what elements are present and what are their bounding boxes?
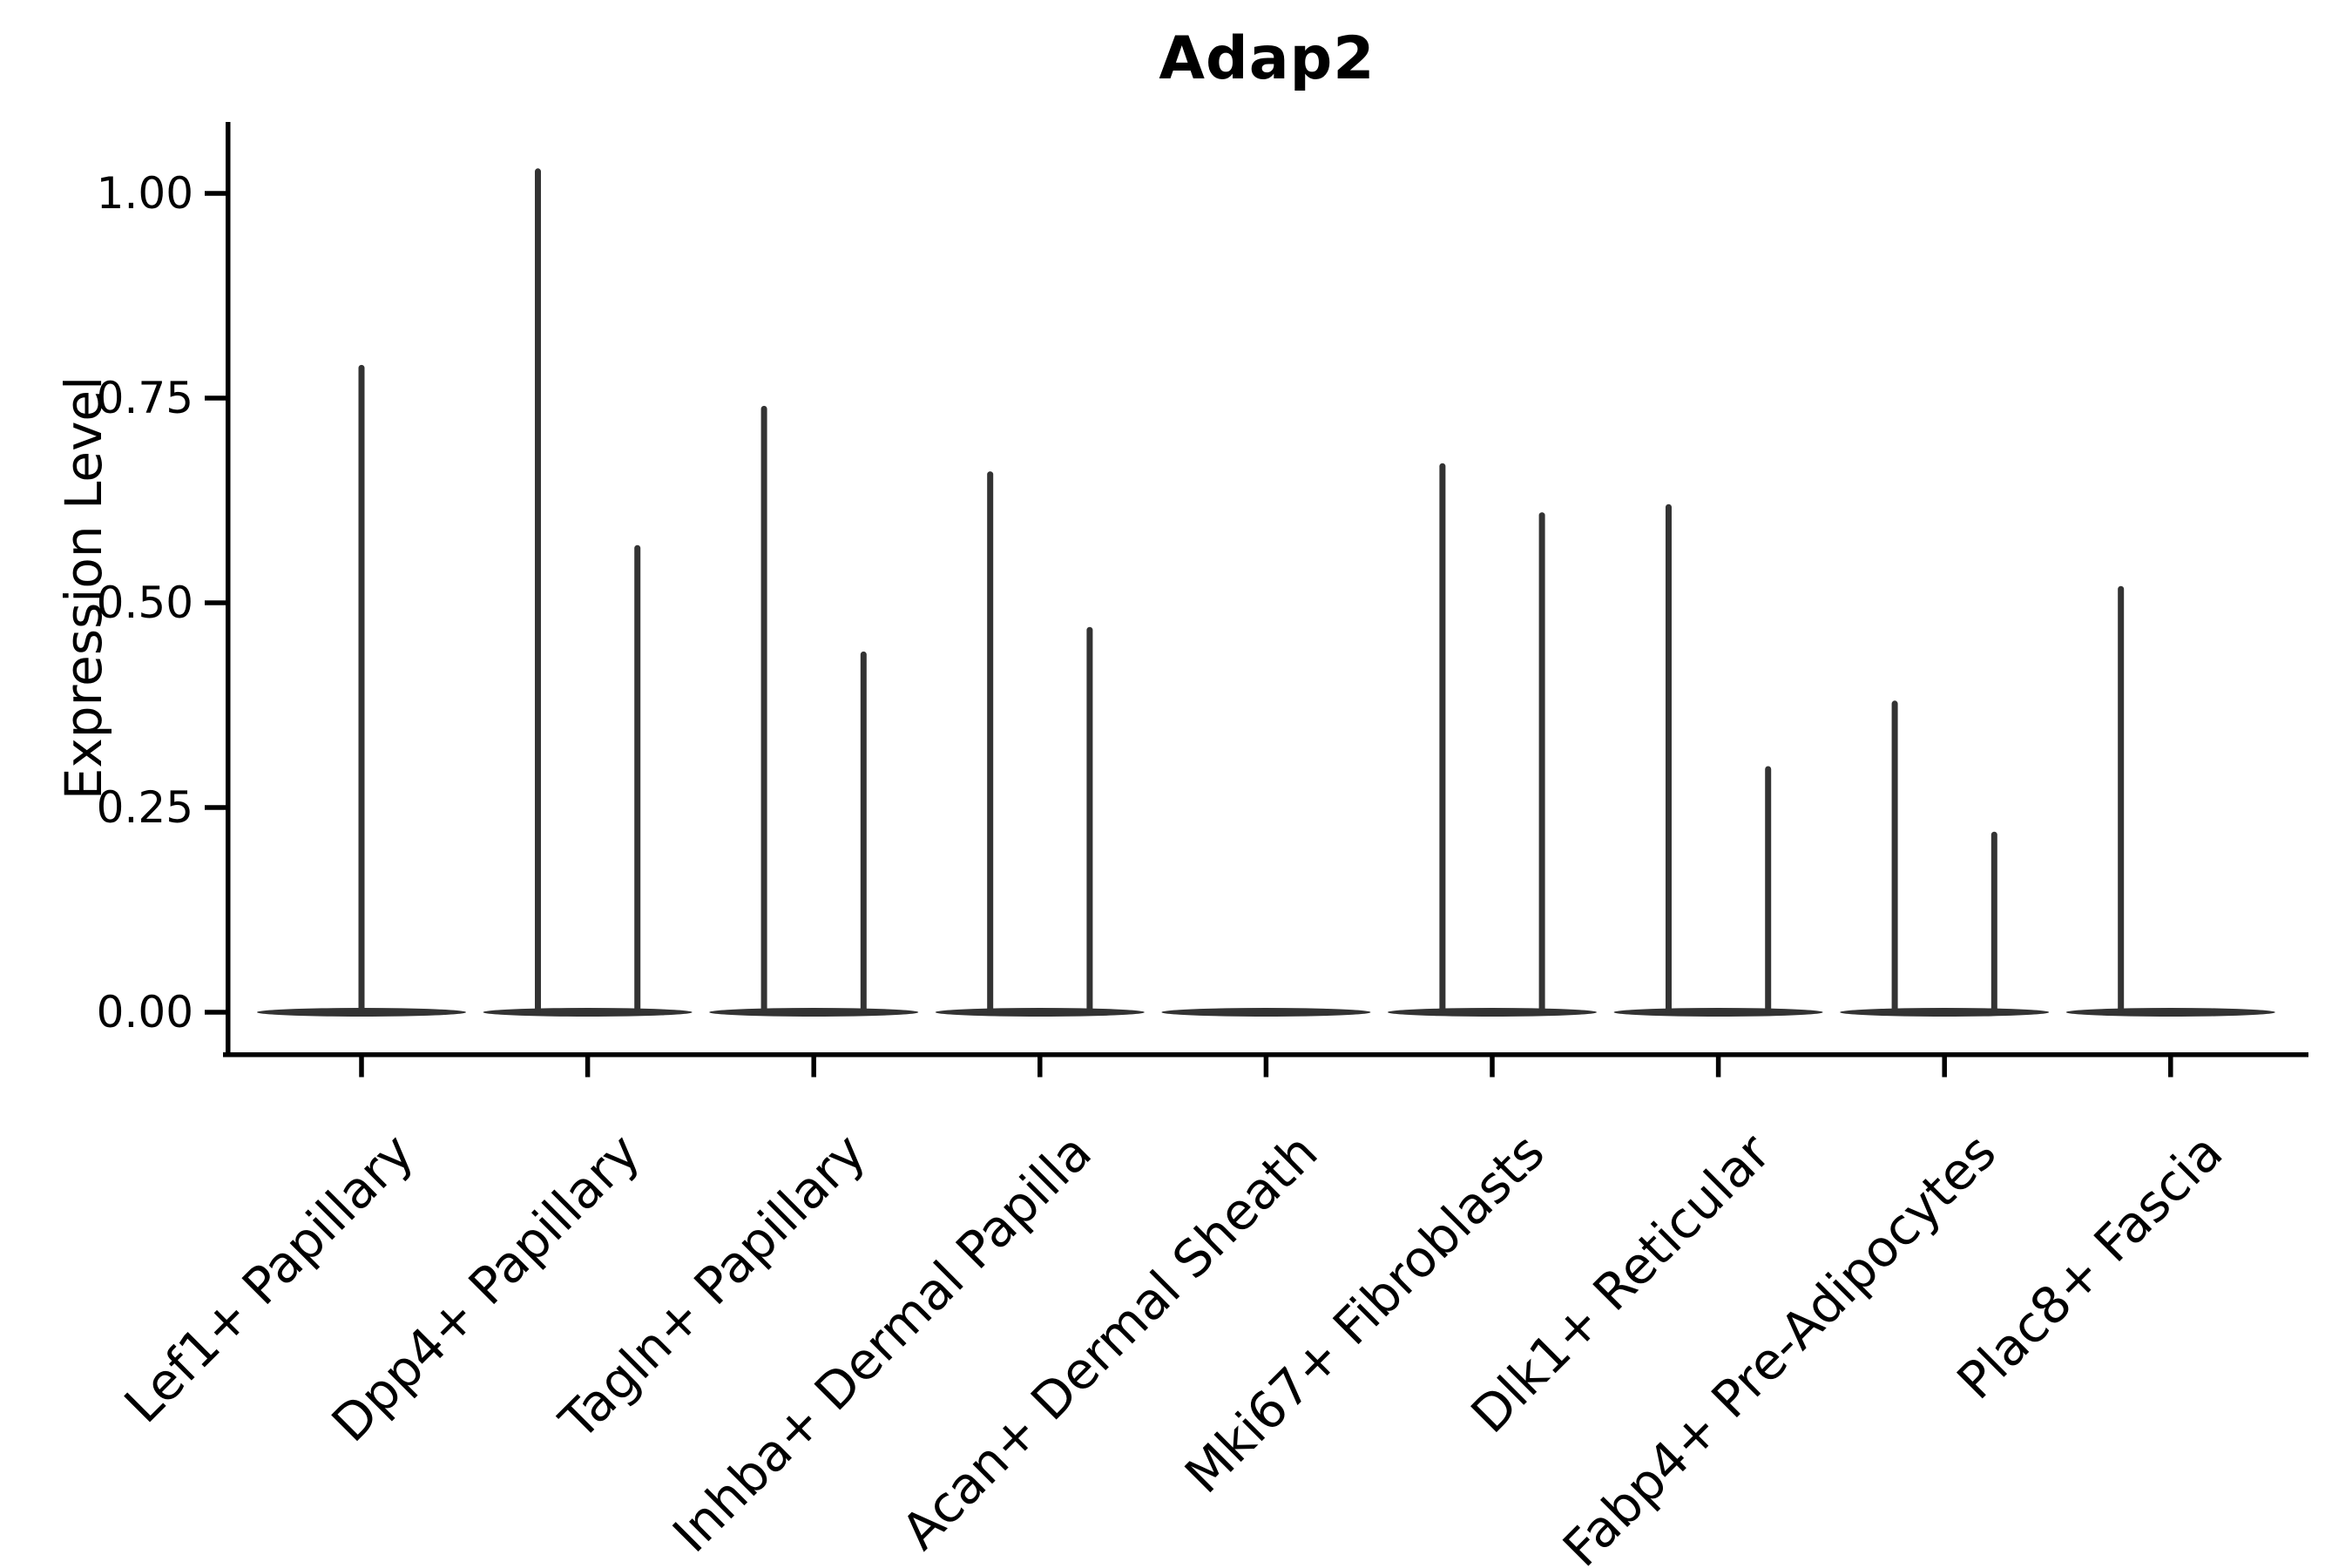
violin — [1161, 1008, 1371, 1017]
violin — [483, 168, 693, 1017]
y-tick-label: 0.50 — [96, 578, 193, 628]
violin — [709, 405, 919, 1017]
violin-base — [709, 1008, 919, 1017]
y-tick-label: 0.00 — [96, 987, 193, 1037]
violin — [2065, 585, 2275, 1017]
violin-base — [1161, 1008, 1371, 1017]
y-tick-label: 1.00 — [96, 168, 193, 219]
y-tick-label: 0.25 — [96, 782, 193, 833]
violin-base — [935, 1008, 1145, 1017]
violin-base — [1840, 1008, 2050, 1017]
violin-base — [2065, 1008, 2275, 1017]
violin — [1388, 463, 1597, 1017]
violin-base — [483, 1008, 693, 1017]
violin — [1613, 504, 1823, 1017]
violin-base — [1388, 1008, 1597, 1017]
y-tick-label: 0.75 — [96, 373, 193, 423]
chart-title: Adap2 — [1159, 24, 1375, 93]
violin — [1840, 700, 2050, 1017]
violin — [935, 471, 1145, 1017]
violin-base — [1613, 1008, 1823, 1017]
violin — [257, 364, 466, 1017]
